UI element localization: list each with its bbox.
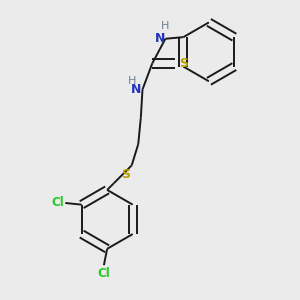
Text: S: S xyxy=(179,57,188,70)
Text: H: H xyxy=(161,21,170,31)
Text: S: S xyxy=(121,168,130,181)
Text: Cl: Cl xyxy=(98,267,110,280)
Text: H: H xyxy=(128,76,136,86)
Text: N: N xyxy=(130,83,141,96)
Text: N: N xyxy=(155,32,165,45)
Text: Cl: Cl xyxy=(51,196,64,209)
